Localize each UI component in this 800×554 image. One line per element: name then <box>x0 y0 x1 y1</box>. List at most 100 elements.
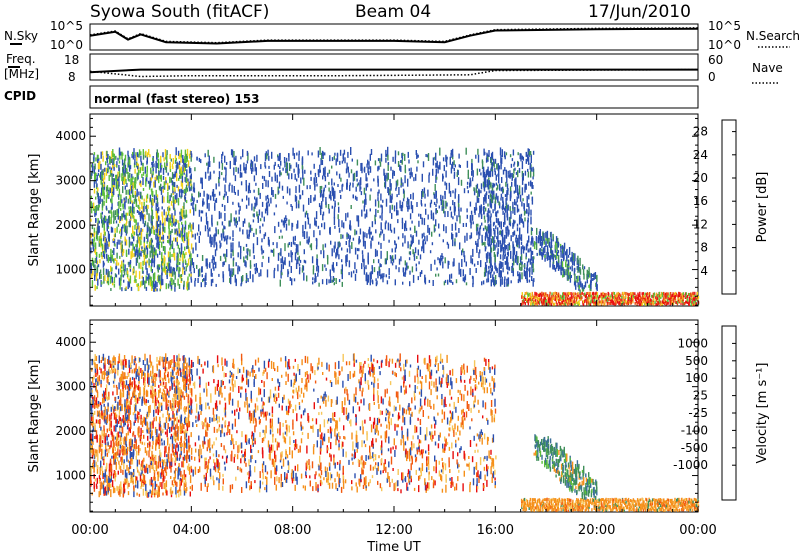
power-cell <box>527 249 529 253</box>
power-cell <box>158 265 160 270</box>
power-cell <box>146 176 148 182</box>
power-cell <box>245 255 247 259</box>
power-cell <box>135 199 137 204</box>
velocity-cell <box>91 452 94 456</box>
power-cell <box>320 185 323 189</box>
power-cell <box>191 258 193 266</box>
power-cell <box>531 291 533 295</box>
power-cell <box>308 236 310 243</box>
power-cell <box>133 162 136 168</box>
power-cell <box>316 266 318 272</box>
velocity-cell <box>122 487 125 496</box>
power-cell <box>655 295 657 299</box>
power-cell <box>313 197 315 202</box>
power-cell <box>555 255 557 260</box>
power-cell <box>544 254 546 258</box>
velocity-cell <box>143 416 145 420</box>
power-cell <box>367 252 369 261</box>
power-cell <box>513 190 515 194</box>
power-cell <box>426 154 429 158</box>
velocity-cell <box>114 487 116 493</box>
power-cell <box>319 186 321 193</box>
power-cell <box>110 216 112 224</box>
velocity-cell <box>99 488 102 496</box>
power-cell <box>367 274 369 283</box>
power-cell <box>224 166 226 170</box>
power-cell <box>458 194 460 202</box>
power-cell <box>352 182 354 188</box>
power-cell <box>161 236 163 240</box>
power-cell <box>319 205 322 213</box>
power-cell <box>160 280 162 289</box>
power-cell <box>616 300 619 304</box>
power-cell <box>323 222 326 230</box>
power-cell <box>235 224 238 228</box>
power-cell <box>331 279 333 283</box>
power-cell <box>225 235 227 241</box>
power-cell <box>167 235 169 239</box>
power-cell <box>150 244 152 248</box>
power-cell <box>371 265 373 270</box>
velocity-cell <box>96 485 98 489</box>
power-cell <box>385 198 388 207</box>
power-cell <box>465 147 467 155</box>
power-cell <box>189 187 191 192</box>
power-cell <box>313 177 316 186</box>
power-cell <box>173 279 175 285</box>
power-cell <box>333 282 335 286</box>
power-cell <box>388 268 390 276</box>
power-cell <box>392 258 395 263</box>
power-cell <box>321 223 323 228</box>
power-cell <box>305 210 308 215</box>
power-cell <box>418 261 420 265</box>
power-cell <box>158 216 160 220</box>
power-cell <box>201 177 203 185</box>
velocity-cell <box>91 389 93 393</box>
power-cell <box>389 255 392 260</box>
power-cell <box>121 244 123 250</box>
power-cell <box>552 302 555 306</box>
power-cell <box>356 215 358 222</box>
velocity-cell <box>109 477 111 483</box>
power-cell <box>281 256 284 264</box>
power-cell <box>387 187 389 193</box>
velocity-cell <box>100 481 102 490</box>
velocity-cell <box>108 476 110 483</box>
power-cell <box>467 169 469 175</box>
velocity-cell <box>143 387 146 395</box>
power-cell <box>631 298 633 302</box>
power-cell <box>563 294 565 298</box>
velocity-cell <box>104 410 106 416</box>
power-cell <box>555 292 558 295</box>
power-cell <box>221 154 223 159</box>
power-cell <box>160 159 162 168</box>
power-cell <box>117 194 120 198</box>
power-cell <box>161 267 163 276</box>
power-cell <box>148 277 150 284</box>
power-cell <box>498 221 501 228</box>
velocity-cell <box>146 450 148 456</box>
freq-line <box>89 68 698 74</box>
power-cell <box>226 238 228 245</box>
power-cell <box>494 244 496 249</box>
power-cell <box>192 200 195 205</box>
power-cell <box>374 199 377 207</box>
power-cell <box>404 223 406 232</box>
power-cell <box>582 269 585 275</box>
power-cell <box>370 243 372 247</box>
power-cell <box>176 228 178 232</box>
power-cell <box>527 226 529 234</box>
power-cell <box>246 195 248 201</box>
power-cell <box>207 149 209 157</box>
power-cell <box>151 188 153 196</box>
power-cell <box>400 256 402 262</box>
power-cell <box>318 282 320 287</box>
power-cell <box>231 184 233 193</box>
power-cell <box>138 285 140 291</box>
velocity-cell <box>113 460 115 465</box>
power-cell <box>128 206 130 210</box>
power-y-tick-label: 3000 <box>55 174 86 188</box>
power-cell <box>94 270 96 277</box>
power-cell <box>179 168 181 174</box>
power-cell <box>386 176 388 182</box>
